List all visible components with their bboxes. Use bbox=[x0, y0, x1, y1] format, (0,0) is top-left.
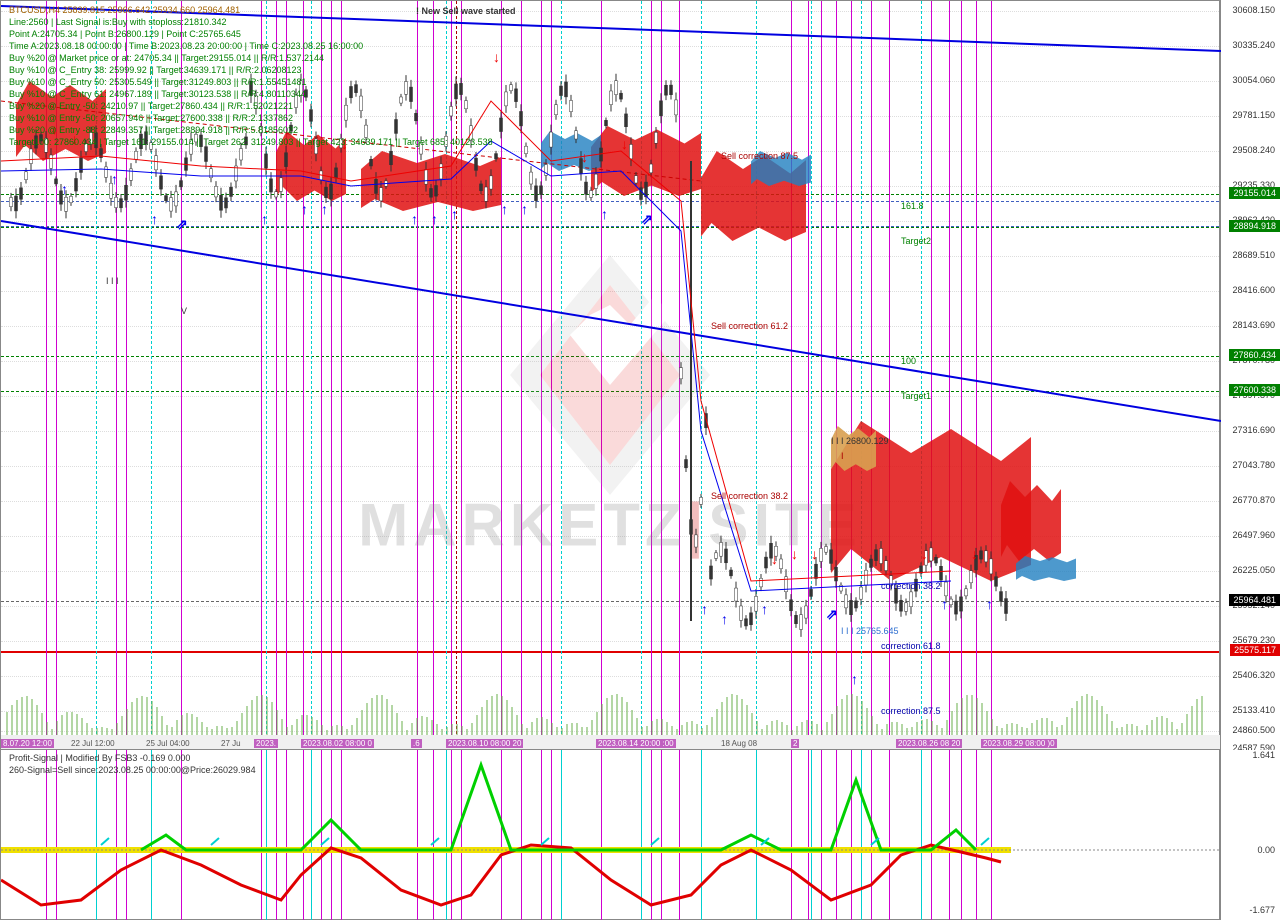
y-axis-label: 29781.150 bbox=[1232, 110, 1275, 120]
y-axis-label: 30608.150 bbox=[1232, 5, 1275, 15]
info-line: Buy %10 @ C_Entry 50: 25305.549 || Targe… bbox=[9, 77, 307, 89]
y-axis-label: 28689.510 bbox=[1232, 250, 1275, 260]
signal-arrow: ⇗ bbox=[641, 211, 653, 228]
y-axis-main: 30608.150 30335.240 30054.060 29781.150 2950… bbox=[1220, 0, 1280, 750]
chart-annotation: Target1 bbox=[901, 391, 931, 401]
chart-container: MARKETZ|SITE ↓↓↑↑↑⇗↑↑↑↓↑↑↑↓↑↑↓↑↓⇗↑↑↓↓↑↓⇗… bbox=[0, 0, 1280, 920]
y-axis-label: 25406.320 bbox=[1232, 670, 1275, 680]
chart-annotation: 100 bbox=[901, 356, 916, 366]
signal-arrow: ↓ bbox=[791, 546, 798, 562]
chart-annotation: Sell correction 61.2 bbox=[711, 321, 788, 331]
info-line: Buy %20 @ Market price or at: 24705.34 |… bbox=[9, 53, 324, 65]
signal-arrow: ↓ bbox=[921, 546, 928, 562]
price-box: 29155.014 bbox=[1229, 187, 1280, 199]
chart-annotation: Sell correction 38.2 bbox=[711, 491, 788, 501]
indicator-y-label: 1.641 bbox=[1252, 750, 1275, 760]
y-axis-label: 27316.690 bbox=[1232, 425, 1275, 435]
chart-annotation: Sell correction 87.5 bbox=[721, 151, 798, 161]
signal-arrow: ↑ bbox=[261, 211, 268, 227]
chart-annotation: correction 38.2 bbox=[881, 581, 941, 591]
y-axis-label: 29508.240 bbox=[1232, 145, 1275, 155]
chart-annotation: I I I 25765.645 bbox=[841, 626, 899, 636]
y-axis-label: 27043.780 bbox=[1232, 460, 1275, 470]
symbol-header: BTCUSD,H4 25839.815 25966.642 25934.660 … bbox=[9, 5, 240, 17]
y-axis-label: 28416.600 bbox=[1232, 285, 1275, 295]
signal-arrow: ↑ bbox=[301, 201, 308, 217]
chart-annotation: correction 87.5 bbox=[881, 706, 941, 716]
chart-annotation: I I I bbox=[106, 276, 119, 286]
signal-arrow: ↑ bbox=[851, 671, 858, 687]
price-box: 25964.481 bbox=[1229, 594, 1280, 606]
chart-annotation: I I I 26800.129 bbox=[831, 436, 889, 446]
signal-arrow: ↓ bbox=[493, 49, 500, 65]
signal-arrow: ↑ bbox=[521, 201, 528, 217]
signal-arrow: ↑ bbox=[721, 611, 728, 627]
chart-annotation: 161.8 bbox=[901, 201, 924, 211]
signal-arrow: ↑ bbox=[321, 201, 328, 217]
price-box: 28894.918 bbox=[1229, 220, 1280, 232]
signal-arrow: ↓ bbox=[621, 136, 628, 152]
signal-arrow: ↑ bbox=[941, 596, 948, 612]
y-axis-label: 26770.870 bbox=[1232, 495, 1275, 505]
chart-annotation: I bbox=[841, 451, 844, 461]
chart-annotation: Target2 bbox=[901, 236, 931, 246]
indicator-y-label: 0.00 bbox=[1257, 845, 1275, 855]
price-box: 27860.434 bbox=[1229, 349, 1280, 361]
signal-arrow: ↑ bbox=[701, 601, 708, 617]
y-axis-label: 30054.060 bbox=[1232, 75, 1275, 85]
y-axis-label: 26225.050 bbox=[1232, 565, 1275, 575]
indicator-y-label: -1.677 bbox=[1249, 905, 1275, 915]
indicator-subtitle: 260-Signal=Sell since:2023.08.25 00:00:0… bbox=[9, 765, 256, 777]
info-line: Target100: 27860.434 | Target 161: 29155… bbox=[9, 137, 493, 149]
y-axis-label: 30335.240 bbox=[1232, 40, 1275, 50]
info-line: Line:2560 | Last Signal is:Buy with stop… bbox=[9, 17, 226, 29]
indicator-chart[interactable]: Profit-Signal | Modified By FSB3 -0.169 … bbox=[0, 750, 1220, 920]
signal-arrow: ↑ bbox=[501, 201, 508, 217]
signal-arrow: ↑ bbox=[61, 181, 68, 197]
info-line: Buy %20 @ Entry -88: 22849.357 || Target… bbox=[9, 125, 298, 137]
signal-arrow: ↑ bbox=[431, 211, 438, 227]
price-box: 27600.338 bbox=[1229, 384, 1280, 396]
y-axis-indicator: 1.641 0.00 -1.677 bbox=[1220, 750, 1280, 920]
signal-arrow: ↓ bbox=[771, 551, 778, 567]
info-line: Time A:2023.08.18 00:00:00 | Time B:2023… bbox=[9, 41, 363, 53]
signal-arrow: ↑ bbox=[986, 596, 993, 612]
signal-arrow: ↑ bbox=[411, 211, 418, 227]
y-axis-label: 25133.410 bbox=[1232, 705, 1275, 715]
info-line: Buy %10 @ C_Entry 38: 25999.92 || Target… bbox=[9, 65, 302, 77]
signal-arrow: ↓ bbox=[581, 149, 588, 165]
y-axis-label: 26497.960 bbox=[1232, 530, 1275, 540]
signal-arrow: ↑ bbox=[601, 206, 608, 222]
signal-arrow: ⇗ bbox=[826, 606, 838, 623]
signal-arrow: ↑ bbox=[151, 211, 158, 227]
signal-arrow: ↓ bbox=[971, 546, 978, 562]
chart-annotation: correction 61.8 bbox=[881, 641, 941, 651]
signal-arrow: ↓ bbox=[811, 546, 818, 562]
price-box: 25575.117 bbox=[1230, 644, 1280, 656]
signal-arrow: ↑ bbox=[761, 601, 768, 617]
indicator-title: Profit-Signal | Modified By FSB3 -0.169 … bbox=[9, 753, 190, 765]
signal-arrow: ↑ bbox=[111, 171, 118, 187]
info-line: Buy %20 @ Entry -50: 24210.97 || Target:… bbox=[9, 101, 293, 113]
info-line: Point A:24705.34 | Point B:26800.129 | P… bbox=[9, 29, 241, 41]
y-axis-label: 24860.500 bbox=[1232, 725, 1275, 735]
chart-annotation: V bbox=[181, 306, 187, 316]
signal-arrow: ↑ bbox=[451, 206, 458, 222]
info-line: Buy %10 @ C_Entry 61: 24967.189 || Targe… bbox=[9, 89, 306, 101]
info-line: Buy %10 @ Entry -50: 20657.946 || Target… bbox=[9, 113, 293, 125]
top-sell-label: ! New Sell wave started bbox=[416, 6, 516, 18]
signal-arrow: ⇗ bbox=[176, 216, 188, 233]
main-chart[interactable]: MARKETZ|SITE ↓↓↑↑↑⇗↑↑↑↓↑↑↑↓↑↑↓↑↓⇗↑↑↓↓↑↓⇗… bbox=[0, 0, 1220, 750]
y-axis-label: 28143.690 bbox=[1232, 320, 1275, 330]
